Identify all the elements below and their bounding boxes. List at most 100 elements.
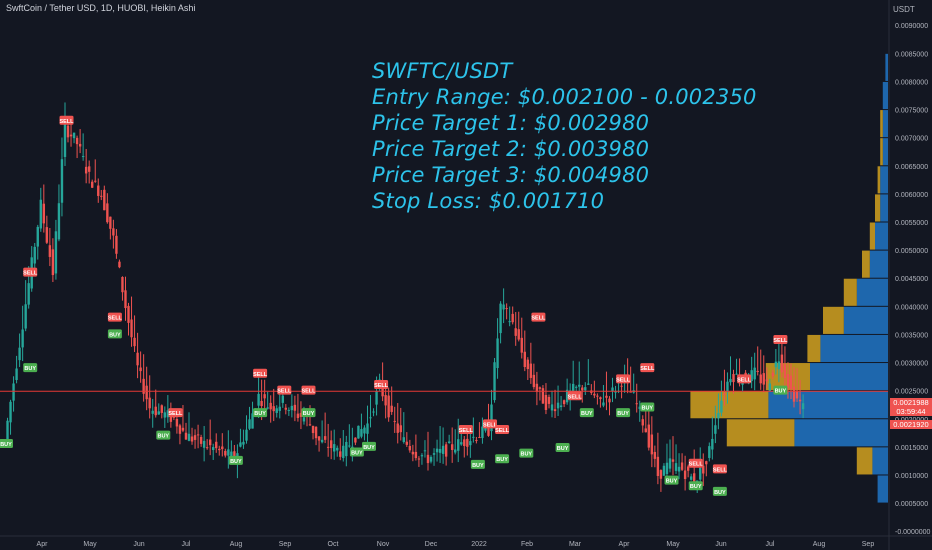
y-tick-label: 0.0075000	[895, 108, 928, 115]
sell-signal-tag	[773, 335, 788, 345]
volume-profile-bar-up	[882, 81, 888, 110]
candle-body	[768, 383, 772, 391]
volume-profile-bar-up	[882, 138, 888, 166]
volume-profile-bar-down	[880, 138, 883, 166]
candle-body	[24, 304, 27, 329]
candle-body	[517, 329, 520, 340]
candle-body	[342, 445, 345, 459]
candle-body	[565, 389, 569, 403]
sell-signal-tag	[531, 312, 546, 322]
candle-body	[115, 235, 118, 254]
sell-signal-tag	[458, 425, 473, 434]
candle-body	[45, 227, 49, 243]
candle-body	[550, 404, 554, 411]
candle-body	[239, 442, 242, 447]
buy-signal-tag	[349, 447, 364, 457]
candle-body	[163, 412, 167, 418]
candle-body	[535, 383, 539, 392]
candle-body	[326, 446, 330, 448]
candle-body	[339, 451, 342, 457]
candle-body	[278, 406, 281, 411]
buy-signal-tag	[640, 402, 655, 412]
candle-body	[620, 385, 623, 387]
candle-body	[423, 450, 427, 452]
candle-body	[136, 352, 139, 366]
sell-signal-label: SELL	[737, 377, 752, 383]
buy-signal-tag	[555, 442, 570, 452]
candle-body	[750, 370, 753, 381]
sell-signal-tag	[737, 374, 752, 384]
candle-body	[139, 367, 142, 372]
sell-signal-tag	[640, 363, 655, 373]
candle-body	[21, 329, 24, 348]
candle-body	[205, 447, 209, 449]
buy-signal-label: BUY	[666, 479, 678, 485]
sell-signal-label: SELL	[483, 422, 498, 428]
candle-body	[441, 445, 445, 454]
candle-body	[438, 448, 442, 453]
buy-signal-label: BUY	[254, 411, 266, 417]
candle-body	[720, 400, 723, 413]
symbol-title[interactable]: SwftCoin / Tether USD, 1D, HUOBI, Heikin…	[6, 3, 196, 13]
candle-body	[641, 419, 644, 426]
candle-body	[221, 446, 224, 450]
buy-signal-label: BUY	[0, 442, 12, 448]
bar-countdown: 03:59:44	[896, 407, 926, 416]
candle-body	[556, 402, 560, 409]
candle-body	[290, 405, 294, 411]
candle-body	[33, 246, 36, 264]
x-tick-label: Feb	[521, 541, 533, 548]
candle-body	[314, 426, 318, 439]
annotation-target-2: Price Target 2: $0.003980	[372, 137, 650, 161]
candle-body	[798, 399, 802, 402]
sell-signal-label: SELL	[459, 428, 474, 434]
volume-profile-bar-up	[810, 363, 888, 391]
sell-signal-label: SELL	[713, 467, 728, 473]
buy-signal-tag	[688, 481, 703, 491]
candle-body	[668, 458, 672, 469]
sell-signal-tag	[23, 267, 38, 277]
candle-body	[145, 385, 148, 400]
sell-signal-label: SELL	[301, 389, 316, 395]
candle-body	[714, 425, 717, 434]
candle-body	[605, 395, 608, 398]
candle-body	[584, 387, 587, 391]
y-tick-label: 0.0050000	[895, 248, 928, 255]
buy-signal-tag	[616, 408, 631, 418]
candle-body	[753, 367, 756, 380]
candle-body	[336, 447, 339, 451]
candle-body	[224, 450, 227, 456]
candle-body	[587, 383, 590, 385]
candle-body	[227, 449, 230, 456]
candle-body	[638, 406, 641, 410]
candle-body	[717, 413, 720, 419]
candle-body	[48, 245, 52, 257]
x-tick-label: Sep	[279, 541, 292, 548]
candle-body	[212, 447, 215, 451]
candle-body	[184, 432, 188, 440]
candle-body	[689, 476, 693, 480]
candle-body	[611, 387, 614, 392]
axis-unit-label: USDT	[893, 5, 915, 14]
candle-body	[726, 381, 729, 393]
candle-body	[42, 203, 46, 224]
candle-body	[36, 226, 39, 247]
candle-body	[199, 436, 203, 444]
buy-signal-label: BUY	[157, 434, 169, 440]
candle-body	[692, 473, 696, 485]
buy-signal-tag	[579, 408, 594, 418]
candle-body	[260, 400, 263, 407]
candle-body	[608, 398, 611, 403]
x-tick-label: Sep	[862, 541, 875, 548]
candle-body	[686, 466, 690, 471]
buy-signal-tag	[664, 475, 679, 485]
buy-signal-label: BUY	[617, 411, 629, 417]
candle-body	[732, 374, 735, 383]
sell-signal-tag	[483, 419, 497, 429]
candle-body	[514, 328, 517, 336]
candle-body	[345, 441, 348, 457]
volume-profile-bar-up	[820, 334, 888, 363]
sell-signal-tag	[567, 391, 582, 401]
sell-signal-label: SELL	[277, 389, 292, 395]
